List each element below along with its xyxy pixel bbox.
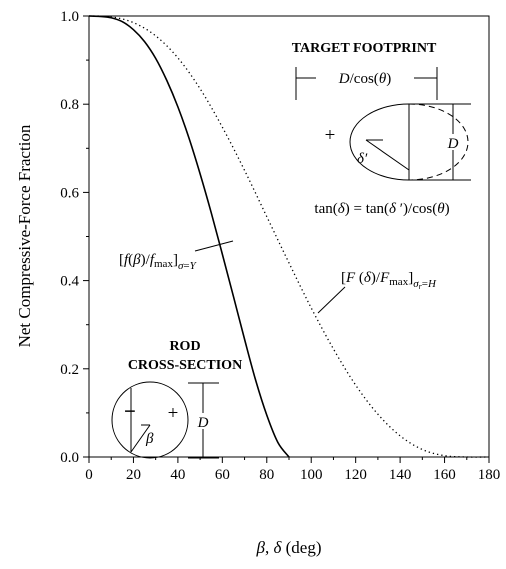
dotted-series-label: [F (δ)/Fmax]σr=H (341, 270, 437, 291)
target-height-label: D (447, 136, 459, 152)
target-plus-sign: + (325, 125, 336, 146)
y-tick-label: 0.8 (60, 97, 79, 113)
tan-relation: tan(δ) = tan(δ ′)/cos(θ) (314, 201, 449, 217)
target-footprint-title: TARGET FOOTPRINT (292, 41, 437, 56)
rod-angle-label: β (145, 431, 154, 447)
target-angle-label: δ′ (357, 151, 368, 167)
rod-minus-sign: − (124, 399, 136, 423)
target-angle-ray (365, 139, 410, 171)
solid-series-label: [f(β)/fmax]σ=Y (119, 252, 198, 272)
x-tick-label: 180 (478, 467, 501, 483)
y-axis-title: Net Compressive-Force Fraction (15, 124, 34, 347)
x-tick-label: 80 (259, 467, 274, 483)
series-group (88, 15, 490, 458)
target-height-label-bg (444, 134, 462, 150)
rod-title-line1: ROD (169, 339, 200, 354)
x-tick-label: 160 (433, 467, 456, 483)
y-tick-label: 0.0 (60, 450, 79, 466)
x-tick-label: 0 (85, 467, 93, 483)
x-tick-labels: 0 20 40 60 80 100 120 140 160 180 (85, 467, 500, 483)
rod-plus-sign: + (168, 403, 179, 424)
series-line-solid (88, 15, 290, 458)
plot-frame (88, 15, 490, 458)
y-tick-label: 0.2 (60, 362, 79, 378)
rod-title-line2: CROSS-SECTION (128, 358, 242, 373)
solid-series-leader (194, 240, 234, 252)
target-width-label-bg (316, 67, 414, 87)
x-axis-title: β, δ (deg) (256, 538, 322, 557)
dotted-series-leader (317, 286, 346, 314)
target-width-label: D/cos(θ) (338, 71, 391, 87)
x-tick-label: 100 (300, 467, 323, 483)
y-tick-label: 0.6 (60, 185, 79, 201)
target-ellipse-solid (349, 103, 410, 181)
axis-ticks (83, 15, 490, 463)
rod-dia-label: D (197, 415, 209, 431)
x-tick-label: 40 (170, 467, 185, 483)
y-tick-label: 0.4 (60, 274, 79, 290)
rod-cross-section-inset: ROD CROSS-SECTION β − + D (111, 339, 242, 459)
target-footprint-inset: TARGET FOOTPRINT D/cos(θ) D + δ′ tan(δ) … (292, 41, 471, 217)
x-tick-label: 20 (126, 467, 141, 483)
x-tick-label: 140 (389, 467, 412, 483)
rod-circle (111, 381, 189, 459)
rod-dia-label-bg (195, 413, 211, 429)
y-tick-label: 1.0 (60, 9, 79, 25)
y-tick-labels: 0.0 0.2 0.4 0.6 0.8 1.0 (60, 9, 79, 466)
x-tick-label: 60 (215, 467, 230, 483)
x-tick-label: 120 (344, 467, 367, 483)
series-line-dotted (88, 15, 490, 458)
rod-angle-ray (130, 424, 151, 453)
